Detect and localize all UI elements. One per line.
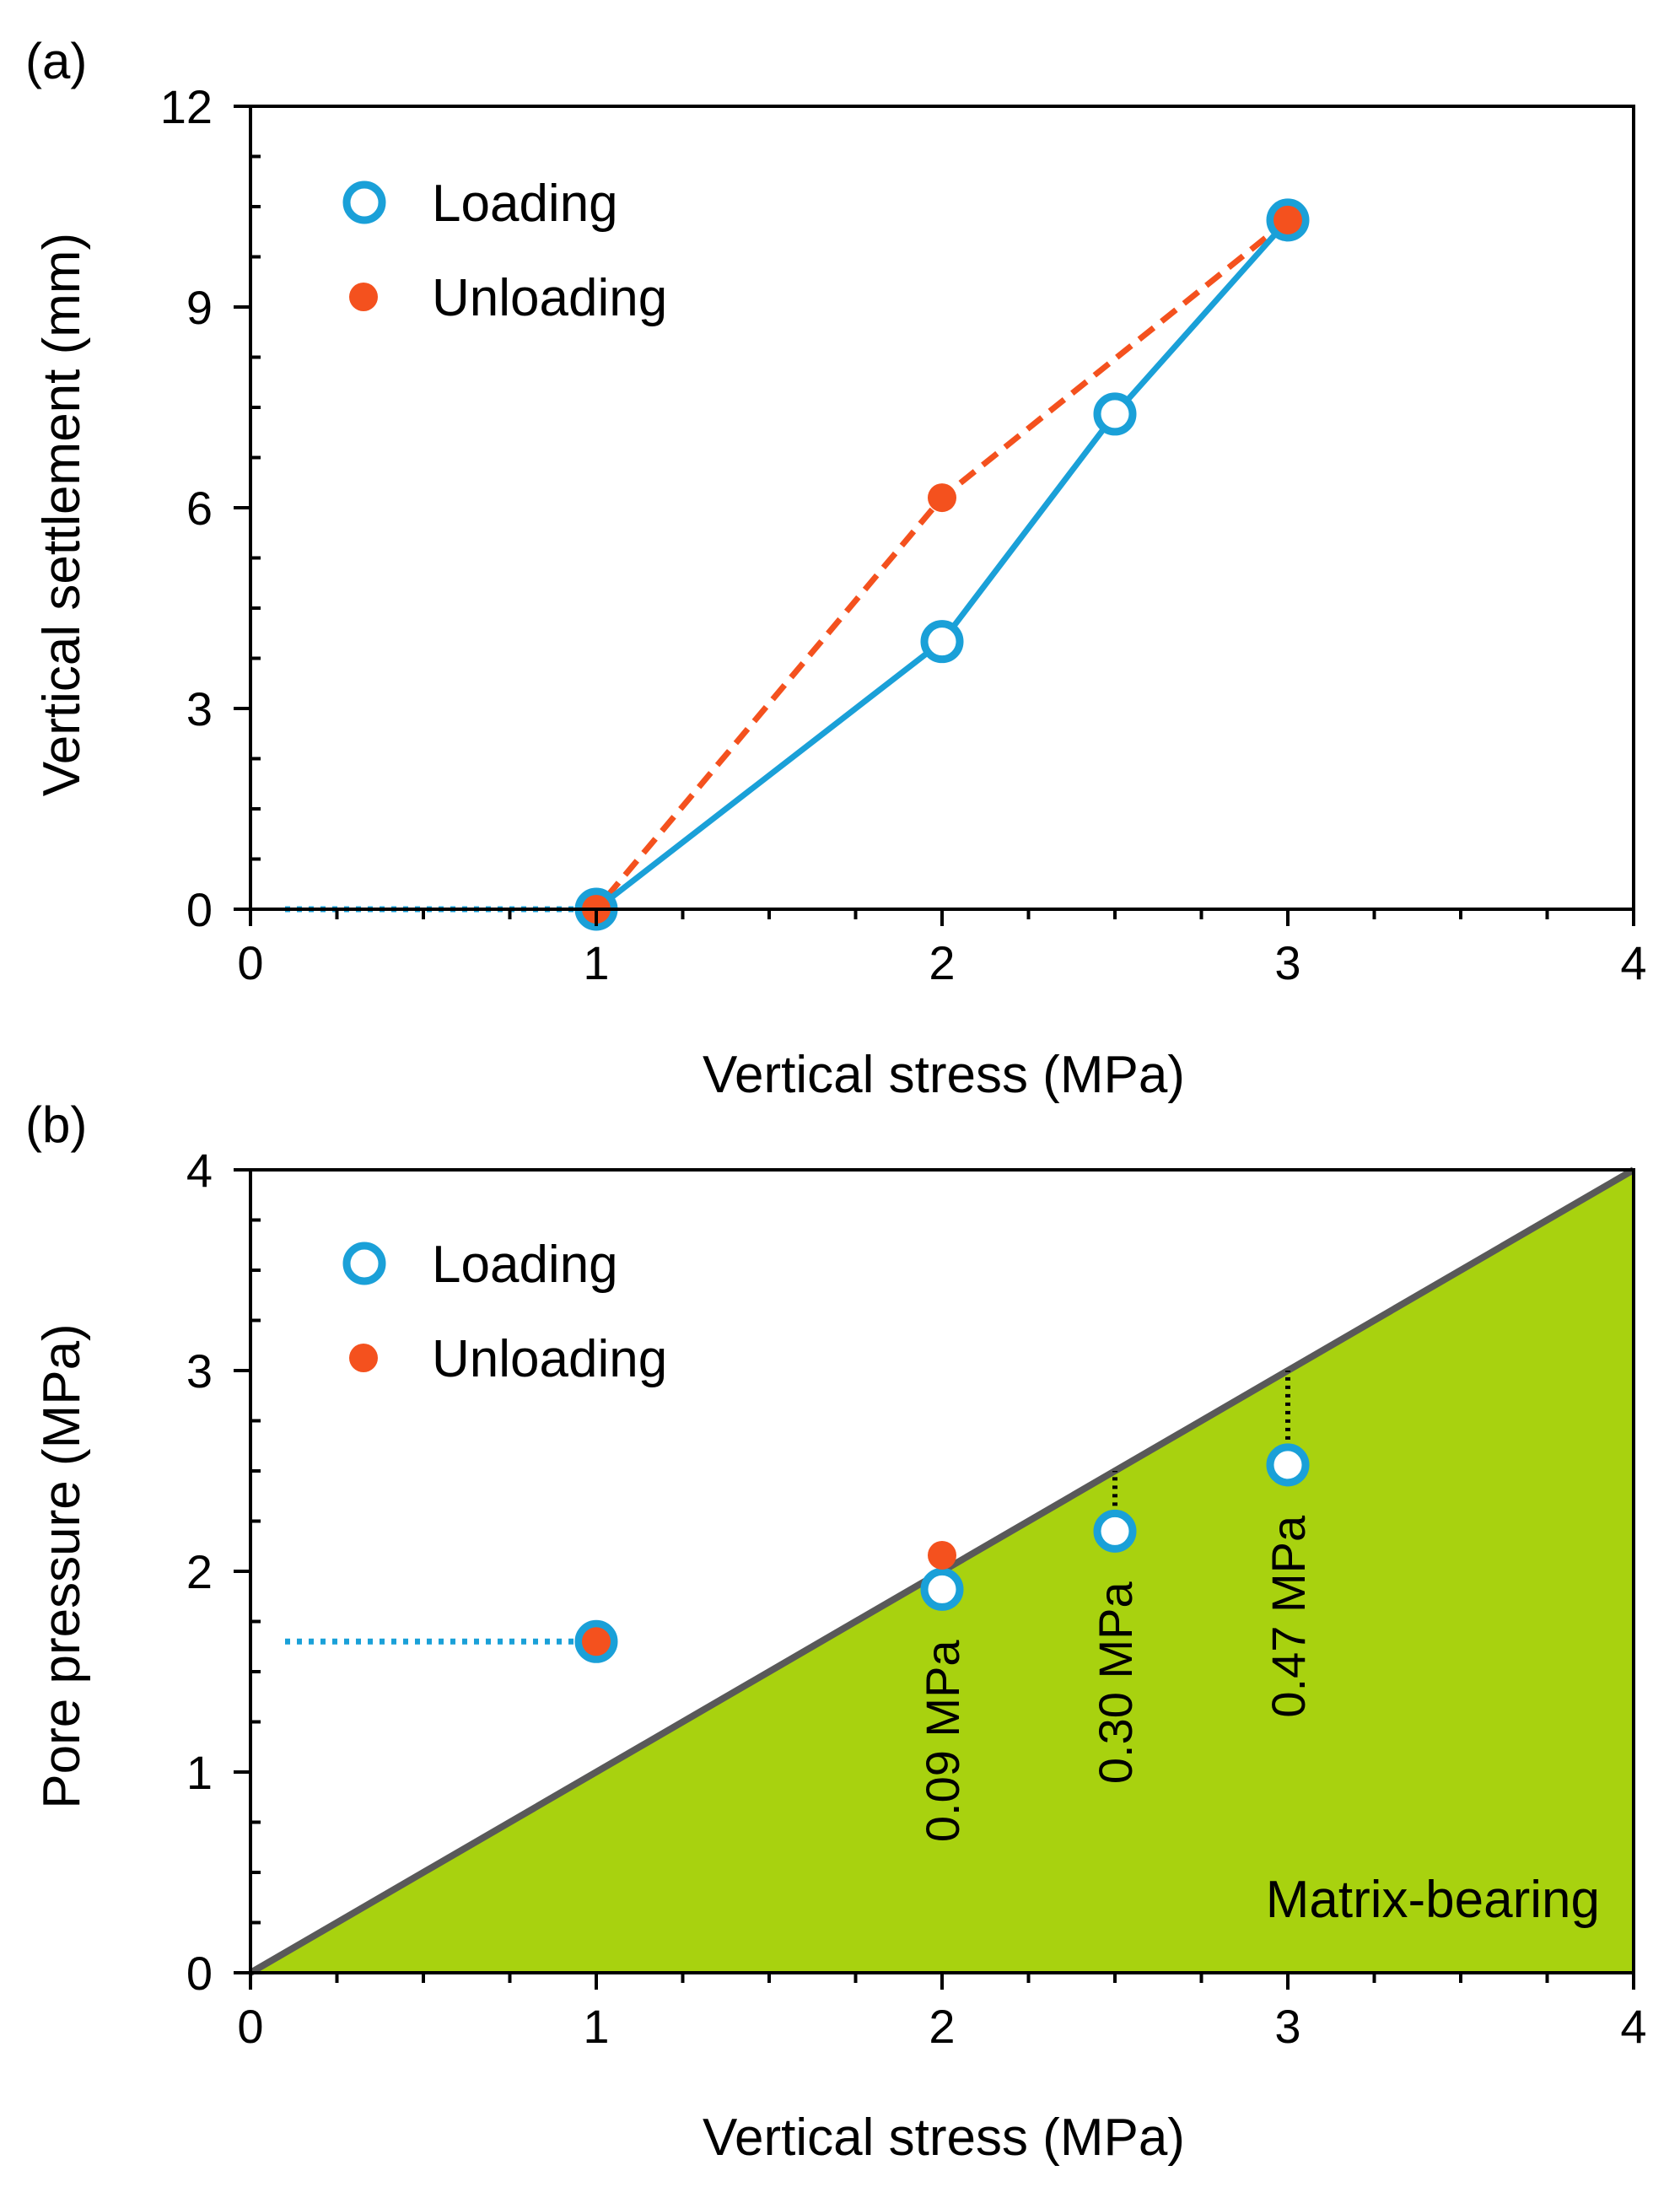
panel-a-legend: Loading Unloading	[342, 175, 667, 327]
x-tick-label: 2	[929, 2000, 955, 2053]
stress-gap-annotation: 0.30 MPa	[1089, 1581, 1142, 1785]
legend-unloading-marker	[349, 283, 378, 311]
panel-b-marks: 0.09 MPa 0.30 MPa 0.47 MPa	[285, 1371, 1315, 1842]
y-tick-label: 12	[160, 80, 213, 133]
y-tick-label: 4	[186, 1144, 213, 1197]
panel-b-x-axis-label: Vertical stress (MPa)	[703, 2109, 1185, 2167]
panel-a-x-axis-label: Vertical stress (MPa)	[703, 1046, 1185, 1104]
legend-loading-label: Loading	[432, 175, 618, 233]
x-tick-label: 0	[237, 2000, 263, 2053]
x-tick-label: 4	[1620, 936, 1646, 989]
y-tick-label: 1	[186, 1746, 213, 1799]
unloading-point	[1273, 205, 1302, 234]
panel-b-y-axis-label: Pore pressure (MPa)	[33, 1323, 91, 1808]
legend-unloading-label: Unloading	[432, 269, 667, 327]
panel-b-pore-pressure-chart: (b) 0.09 MPa 0.30 MPa 0.47 MPa 0 1 2 3 401234 …	[25, 1096, 1647, 2167]
x-tick-label: 2	[929, 936, 955, 989]
stress-gap-annotation: 0.09 MPa	[916, 1640, 969, 1843]
panel-b-legend: Loading Unloading	[342, 1236, 667, 1388]
loading-point	[1093, 1509, 1137, 1553]
y-tick-label: 0	[186, 1947, 213, 2000]
x-tick-label: 1	[583, 936, 609, 989]
legend-loading-marker	[342, 180, 386, 224]
y-tick-label: 9	[186, 281, 213, 334]
unloading-point	[928, 1540, 956, 1570]
y-tick-label: 0	[186, 883, 213, 936]
matrix-bearing-label: Matrix-bearing	[1266, 1871, 1600, 1929]
loading-line	[594, 218, 1290, 912]
y-tick-label: 3	[186, 682, 213, 735]
x-tick-label: 3	[1274, 936, 1300, 989]
panel-a-label: (a)	[25, 33, 87, 89]
panel-b-label: (b)	[25, 1096, 87, 1153]
loading-point	[920, 1567, 964, 1611]
stress-gap-annotation: 0.47 MPa	[1262, 1515, 1315, 1718]
x-tick-label: 4	[1620, 2000, 1646, 2053]
x-tick-label: 3	[1274, 2000, 1300, 2053]
unloading-dashed-line	[594, 218, 1290, 912]
loading-point	[1093, 392, 1137, 436]
x-tick-label: 0	[237, 936, 263, 989]
y-tick-label: 2	[186, 1545, 213, 1598]
legend-loading-marker	[342, 1242, 386, 1285]
x-tick-label: 1	[583, 2000, 609, 2053]
y-tick-label: 3	[186, 1344, 213, 1398]
panel-a-y-axis-label: Vertical settlement (mm)	[33, 233, 91, 796]
unloading-point	[582, 1627, 611, 1656]
loading-point	[920, 620, 964, 664]
loading-point	[1266, 1443, 1310, 1487]
panel-b-ticks: 0 1 2 3 4 0 1 2 3 4	[186, 1144, 1647, 2053]
legend-unloading-label: Unloading	[432, 1330, 667, 1388]
legend-unloading-marker	[349, 1344, 378, 1372]
unloading-point	[928, 483, 956, 513]
legend-loading-label: Loading	[432, 1236, 618, 1294]
y-tick-label: 6	[186, 482, 213, 535]
panel-a-marks	[285, 198, 1310, 931]
